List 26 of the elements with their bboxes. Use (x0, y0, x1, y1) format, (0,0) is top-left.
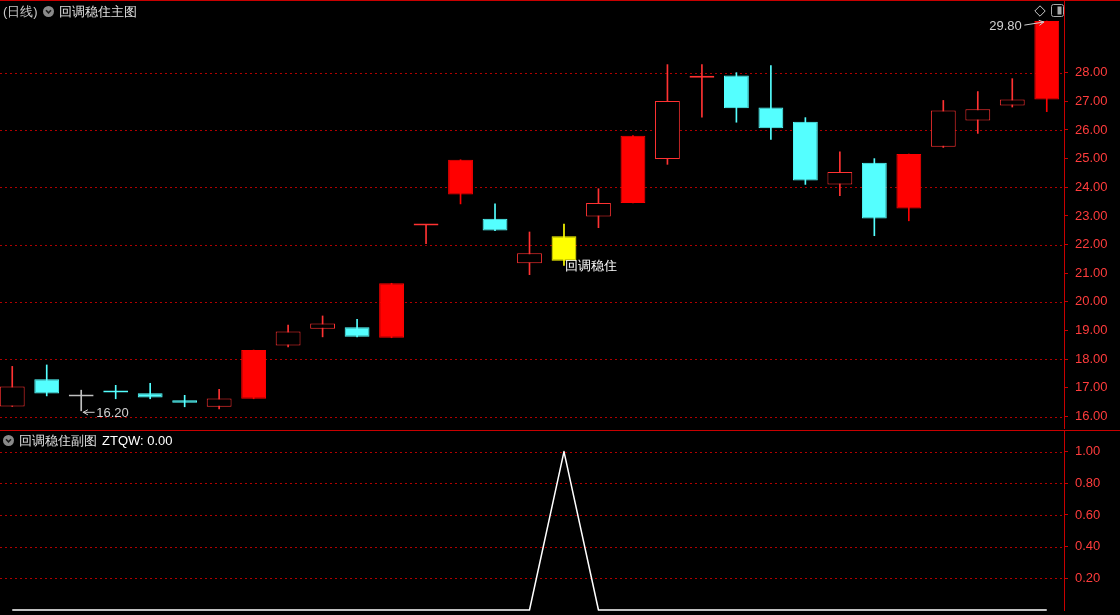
chart-title: 回调稳住副图 (19, 433, 97, 448)
annotation: 29.80 (989, 17, 1022, 33)
y-tick-label: 28.00 (1075, 64, 1108, 80)
y-tick-label: 0.80 (1075, 474, 1101, 490)
chart-subtitle: 回调稳住主图 (58, 4, 137, 19)
y-tick-label: 27.00 (1075, 92, 1108, 108)
y-tick-label: 0.40 (1075, 538, 1101, 554)
y-tick-label: 17.00 (1075, 379, 1108, 395)
y-tick-label: 25.00 (1075, 150, 1108, 166)
y-tick-label: 20.00 (1075, 293, 1108, 309)
y-tick-label: 16.00 (1075, 408, 1108, 424)
y-tick-label: 26.00 (1075, 121, 1108, 137)
y-tick-label: 0.20 (1075, 569, 1101, 585)
chart-title: (日线) (3, 4, 38, 19)
y-tick-label: 0.60 (1075, 506, 1101, 522)
y-tick-label: 23.00 (1075, 207, 1108, 223)
y-tick-label: 24.00 (1075, 178, 1108, 194)
candlestick (999, 78, 1025, 108)
annotation: 回调稳住 (564, 258, 617, 274)
text: ZTQW: 0.00 (102, 433, 173, 448)
annotation: 16.20 (96, 405, 129, 421)
y-tick-label: 19.00 (1075, 322, 1108, 338)
y-tick-label: 21.00 (1075, 264, 1108, 280)
y-tick-label: 1.00 (1075, 443, 1101, 459)
y-tick-label: 18.00 (1075, 350, 1108, 366)
y-tick-label: 22.00 (1075, 236, 1108, 252)
